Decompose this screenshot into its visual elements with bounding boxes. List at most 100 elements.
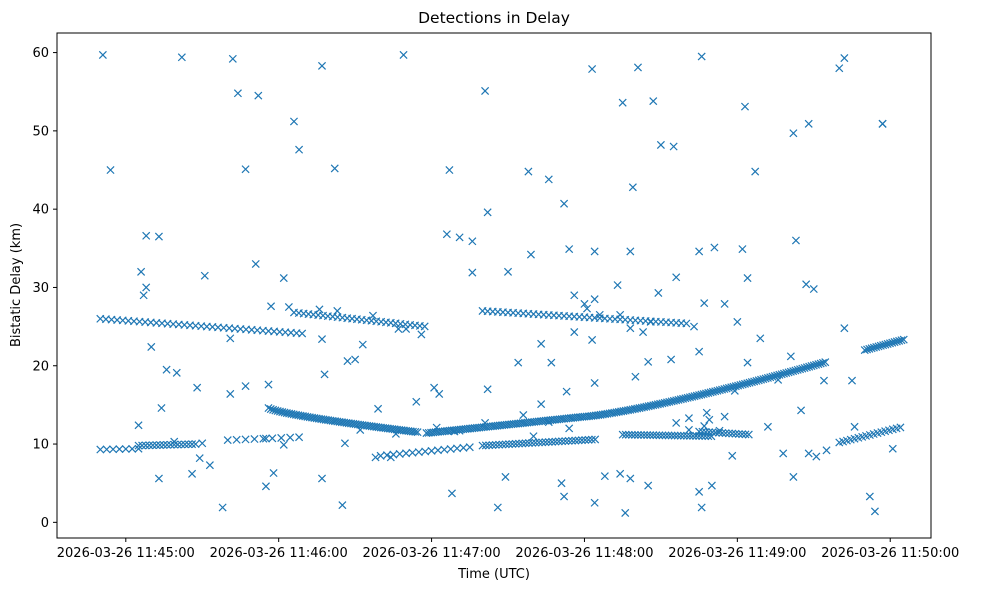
detection-point — [453, 444, 462, 453]
detection-point — [633, 430, 642, 439]
detection-point — [218, 503, 227, 512]
detection-point — [595, 310, 604, 319]
detection-point — [163, 440, 172, 449]
detection-point — [656, 140, 665, 149]
detection-point — [860, 346, 869, 355]
detection-point — [271, 406, 280, 415]
detection-point — [688, 431, 698, 440]
detection-point — [697, 503, 706, 512]
detection-point — [184, 440, 193, 449]
detection-point — [672, 418, 681, 427]
detection-point — [630, 430, 639, 439]
detection-point — [724, 383, 733, 392]
detection-point — [644, 481, 653, 490]
detection-point — [483, 208, 492, 217]
detection-point — [267, 302, 276, 311]
detection-point — [747, 378, 756, 387]
detection-point — [330, 164, 339, 173]
detection-point — [883, 339, 892, 348]
detection-point — [259, 434, 268, 443]
detection-point — [741, 430, 750, 439]
detection-point — [720, 299, 729, 308]
detection-point — [800, 363, 809, 372]
detection-point — [812, 452, 821, 461]
detection-point — [389, 450, 398, 459]
detection-point — [690, 322, 699, 331]
detection-point — [587, 435, 596, 444]
detection-point — [193, 383, 202, 392]
detection-point — [643, 431, 652, 440]
detection-point — [718, 428, 727, 437]
detection-point — [631, 372, 640, 381]
detection-point — [142, 283, 151, 292]
detection-point — [626, 324, 635, 333]
detection-point — [558, 437, 567, 446]
detection-point — [695, 347, 704, 356]
detection-point — [768, 372, 777, 381]
detection-point — [570, 291, 579, 300]
detection-point — [654, 288, 663, 297]
detection-point — [511, 439, 520, 448]
detection-point — [560, 199, 569, 208]
detection-point — [233, 89, 242, 98]
detection-point — [627, 430, 636, 439]
detection-point — [134, 421, 143, 430]
detection-point — [139, 291, 148, 300]
detection-point — [402, 449, 411, 458]
detection-point — [685, 431, 694, 440]
detection-point — [702, 408, 711, 417]
detection-point — [897, 336, 906, 345]
detection-point — [567, 436, 576, 445]
detection-point — [874, 342, 883, 351]
detection-point — [708, 428, 717, 437]
detection-point — [649, 431, 658, 440]
detection-point — [888, 338, 897, 347]
detection-point — [588, 64, 597, 74]
detection-point — [582, 304, 592, 313]
detection-point — [166, 440, 175, 449]
x-tick-label: 2026-03-26 11:45:00 — [57, 546, 195, 561]
detection-point — [128, 444, 137, 453]
x-tick-label: 2026-03-26 11:49:00 — [668, 546, 806, 561]
detection-point — [501, 472, 510, 481]
detection-point — [591, 435, 600, 444]
detection-point — [102, 445, 111, 454]
detection-point — [782, 368, 791, 378]
detection-point — [155, 441, 164, 450]
detection-point — [899, 335, 908, 344]
x-tick-label: 2026-03-26 11:50:00 — [821, 546, 959, 561]
detection-point — [670, 431, 679, 440]
y-tick-label: 0 — [41, 516, 49, 531]
detection-point — [177, 440, 186, 449]
detection-point — [718, 385, 727, 394]
detection-point — [488, 441, 497, 450]
detection-point — [147, 342, 156, 351]
detection-point — [531, 438, 540, 447]
detection-point — [109, 445, 118, 454]
detection-point — [731, 382, 740, 391]
detection-point — [514, 358, 523, 367]
detection-point — [711, 428, 720, 437]
detection-point — [412, 397, 421, 406]
detection-point — [115, 445, 124, 454]
detection-point — [459, 443, 468, 452]
detection-point — [616, 469, 625, 478]
detection-point — [590, 295, 599, 304]
detection-point — [761, 374, 770, 383]
detection-point — [442, 230, 451, 239]
detection-point — [821, 358, 830, 367]
detection-point — [743, 379, 752, 388]
detection-point — [298, 329, 307, 338]
detection-point — [885, 339, 895, 348]
detection-point — [789, 129, 798, 138]
detection-point — [498, 440, 507, 449]
detection-point — [628, 183, 637, 192]
detection-point — [137, 267, 146, 276]
detection-point — [731, 429, 740, 438]
detection-point — [733, 317, 742, 326]
detection-point — [658, 431, 667, 440]
detection-point — [524, 439, 533, 448]
detection-point — [343, 357, 352, 366]
detection-point — [491, 440, 500, 449]
detection-point — [205, 461, 214, 470]
